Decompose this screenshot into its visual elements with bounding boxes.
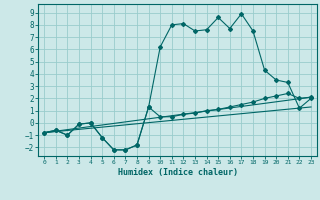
X-axis label: Humidex (Indice chaleur): Humidex (Indice chaleur) — [118, 168, 238, 177]
